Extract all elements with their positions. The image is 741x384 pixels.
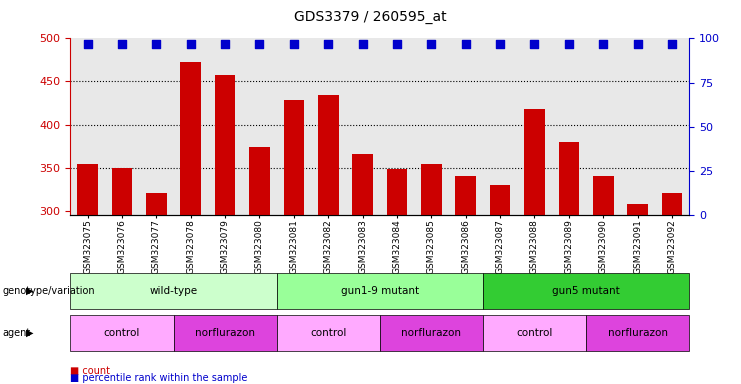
Point <box>494 41 506 47</box>
Bar <box>215 74 236 215</box>
Text: genotype/variation: genotype/variation <box>2 286 95 296</box>
Point <box>425 41 437 47</box>
Text: wild-type: wild-type <box>150 286 198 296</box>
Bar <box>318 95 339 215</box>
Point <box>219 41 231 47</box>
Text: ■ percentile rank within the sample: ■ percentile rank within the sample <box>70 373 247 383</box>
Bar <box>559 142 579 215</box>
Bar <box>77 164 98 215</box>
Text: control: control <box>104 328 140 338</box>
Text: control: control <box>516 328 553 338</box>
Point <box>116 41 128 47</box>
Point <box>150 41 162 47</box>
Bar <box>352 154 373 215</box>
Text: gun5 mutant: gun5 mutant <box>552 286 620 296</box>
Bar <box>627 204 648 215</box>
Bar <box>180 62 201 215</box>
Text: agent: agent <box>2 328 30 338</box>
Bar <box>524 109 545 215</box>
Text: ■ count: ■ count <box>70 366 110 376</box>
Point <box>356 41 368 47</box>
Text: GDS3379 / 260595_at: GDS3379 / 260595_at <box>294 10 447 23</box>
Text: norflurazon: norflurazon <box>608 328 668 338</box>
Bar <box>490 185 511 215</box>
Text: ▶: ▶ <box>26 328 33 338</box>
Point <box>528 41 540 47</box>
Bar <box>146 194 167 215</box>
Point <box>253 41 265 47</box>
Point <box>322 41 334 47</box>
Bar <box>387 169 408 215</box>
Point <box>82 41 93 47</box>
Bar <box>284 99 304 215</box>
Bar <box>456 176 476 215</box>
Text: norflurazon: norflurazon <box>402 328 462 338</box>
Point <box>459 41 471 47</box>
Text: ▶: ▶ <box>26 286 33 296</box>
Point <box>185 41 196 47</box>
Bar <box>593 176 614 215</box>
Text: norflurazon: norflurazon <box>195 328 255 338</box>
Bar <box>249 147 270 215</box>
Point <box>391 41 403 47</box>
Bar <box>421 164 442 215</box>
Point <box>666 41 678 47</box>
Bar <box>112 168 132 215</box>
Text: gun1-9 mutant: gun1-9 mutant <box>341 286 419 296</box>
Bar <box>662 194 682 215</box>
Point <box>288 41 300 47</box>
Point <box>631 41 643 47</box>
Point <box>597 41 609 47</box>
Point <box>563 41 575 47</box>
Text: control: control <box>310 328 346 338</box>
